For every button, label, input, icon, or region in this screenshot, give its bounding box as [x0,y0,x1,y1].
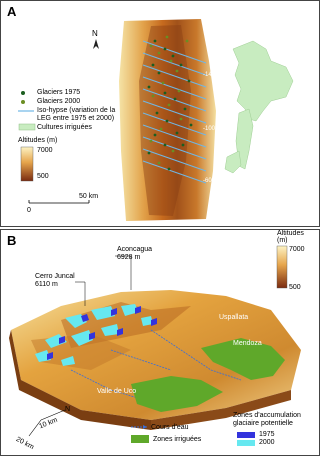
glaciers-2000 [149,35,189,165]
altitude-title-b-2: (m) [277,237,288,244]
legend-glaciers-2000: Glaciers 2000 [37,98,81,105]
altitude-scale-bar [20,146,34,182]
panel-a-label: A [7,4,17,19]
legend-altitude-title: Altitudes (m) [18,137,58,144]
legend-glacier-1975-icon [21,91,25,95]
legend-1975: 1975 [259,431,275,438]
contour-label-2: -100 [203,126,216,132]
panel-a-map [18,19,294,221]
legend-stream: Cours d'eau [151,424,189,431]
north-arrow-icon [93,39,99,49]
peak-aconcagua-elev: 6928 m [117,254,141,261]
isohypse-lines [142,40,207,184]
legend-accum-title-1: Zones d'accumulation [233,412,301,419]
panel-b-relief [9,245,301,446]
legend-2000: 2000 [259,439,275,446]
accum-zones-1975 [47,306,157,360]
legend-accum-title-2: glaciaire potentielle [233,420,293,427]
glaciers-1975 [147,39,193,171]
irrigated-area [232,40,294,122]
irrigated-zones-b [131,338,285,412]
legend-glacier-2000-icon [21,100,25,104]
peak-juncal-elev: 6110 m [35,281,58,288]
altitude-title-b-1: Altitudes [277,230,304,237]
panel-a: A [0,0,320,227]
altitude-scale-bar-b [276,245,288,289]
panel-b-label: B [7,233,17,248]
place-uspallata: Uspallata [219,314,249,321]
legend-isohypse-2: LEG entre 1975 et 2000) [37,115,115,122]
panel-b: B [0,229,320,456]
contour-label-1: -140 [203,72,216,78]
legend-irrigated: Cultures irriguées [37,124,92,131]
north-label: N [92,29,98,38]
contour-label-3: -60 [203,178,212,184]
scale-start: 0 [27,207,31,214]
legend-altitude-min: 500 [37,173,49,180]
legend-isohypse-1: Iso-hypse (variation de la [37,107,116,114]
altitude-max-b: 7000 [289,246,305,253]
peak-juncal: Cerro Juncal [35,273,75,280]
place-valle-de-uco: Valle de Uco [97,388,137,395]
legend-glaciers-1975: Glaciers 1975 [37,89,81,96]
place-mendoza: Mendoza [233,340,262,347]
altitude-min-b: 500 [289,284,301,291]
accum-zones-2000 [35,304,153,366]
peak-aconcagua: Aconcagua [117,246,153,253]
scale-north: N [65,406,71,413]
legend-altitude-max: 7000 [37,147,53,154]
legend-irrigated-b: Zones irriguées [153,436,202,443]
scale-end: 50 km [79,193,99,200]
